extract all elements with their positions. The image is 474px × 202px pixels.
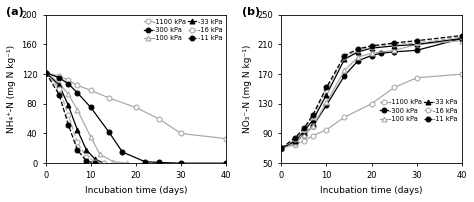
Legend: -1100 kPa, -300 kPa, -100 kPa, -33 kPa, -16 kPa, -11 kPa: -1100 kPa, -300 kPa, -100 kPa, -33 kPa, … [379, 99, 458, 123]
X-axis label: Incubation time (days): Incubation time (days) [85, 186, 187, 195]
Legend: -1100 kPa, -300 kPa, -100 kPa, -33 kPa, -16 kPa, -11 kPa: -1100 kPa, -300 kPa, -100 kPa, -33 kPa, … [143, 18, 223, 42]
Text: (a): (a) [6, 7, 24, 17]
Text: (b): (b) [242, 7, 260, 17]
Y-axis label: NH₄⁺-N (mg N kg⁻¹): NH₄⁺-N (mg N kg⁻¹) [7, 45, 16, 133]
Y-axis label: NO₃⁻-N (mg N kg⁻¹): NO₃⁻-N (mg N kg⁻¹) [243, 45, 252, 133]
X-axis label: Incubation time (days): Incubation time (days) [320, 186, 423, 195]
